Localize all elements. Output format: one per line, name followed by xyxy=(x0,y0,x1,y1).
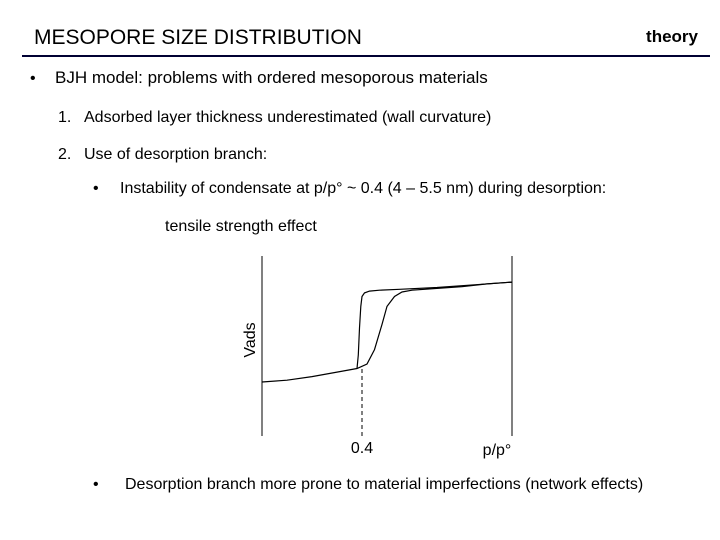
x-tick-label: 0.4 xyxy=(351,440,373,457)
sub-bullet-1-text: Instability of condensate at p/p° ~ 0.4 … xyxy=(120,180,607,197)
numbered-item-1-number: 1. xyxy=(58,109,72,126)
chart-labels: 0.4 p/p° Vads xyxy=(242,322,511,459)
sub-note-text: tensile strength effect xyxy=(165,218,317,235)
numbered-item-1-text: Adsorbed layer thickness underestimated … xyxy=(84,109,492,126)
sub-bullet-2-icon: • xyxy=(93,476,99,493)
slide-title: MESOPORE SIZE DISTRIBUTION xyxy=(34,26,362,49)
main-bullet-text: BJH model: problems with ordered mesopor… xyxy=(55,68,488,87)
slide-tag: theory xyxy=(646,27,698,46)
desorption-branch-line xyxy=(356,281,513,369)
x-axis-label: p/p° xyxy=(483,442,512,459)
chart-series xyxy=(261,281,513,383)
chart-axes xyxy=(261,256,513,436)
title-divider xyxy=(22,55,710,57)
numbered-item-2-text: Use of desorption branch: xyxy=(84,146,268,163)
sub-bullet-1-icon: • xyxy=(93,180,99,197)
numbered-item-2-number: 2. xyxy=(58,146,72,163)
bullet-icon: • xyxy=(30,70,36,87)
adsorption-branch-line xyxy=(261,281,513,383)
y-axis-label: Vads xyxy=(242,322,259,357)
sub-bullet-2-text: Desorption branch more prone to material… xyxy=(125,476,644,493)
